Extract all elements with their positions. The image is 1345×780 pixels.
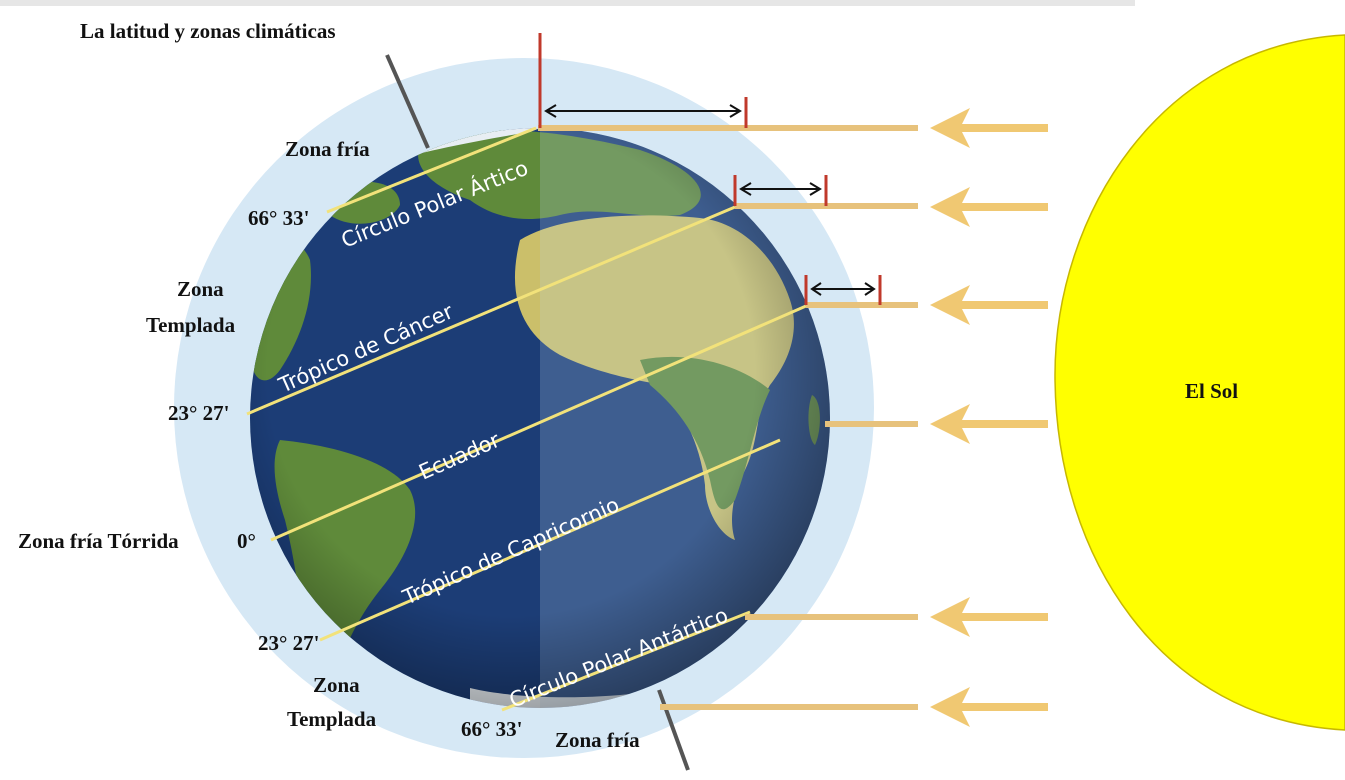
zone-south-temperate-label-1: Zona	[313, 673, 360, 697]
sun-arrow-3	[930, 285, 1048, 325]
zone-north-temperate-label-1: Zona	[177, 277, 224, 301]
tropic-of-cancer-line	[246, 205, 736, 416]
latitude-north-polar-label: 66° 33'	[248, 206, 309, 230]
sun-arrow-2	[930, 187, 1048, 227]
latitude-south-polar-label: 66° 33'	[461, 717, 522, 741]
measure-arrow-3	[810, 282, 876, 296]
sun-ray-5	[745, 614, 918, 620]
measure-arrow-2	[739, 182, 822, 196]
latitude-lines	[246, 126, 807, 712]
bottom-pointer	[657, 689, 690, 771]
sun-label: El Sol	[1185, 379, 1238, 403]
ray-width-markers	[538, 33, 882, 305]
arctic-circle-line	[326, 126, 537, 214]
zone-north-temperate-label-2: Templada	[146, 313, 236, 337]
tropic-of-capricorn-line	[319, 438, 781, 642]
sun-arrows	[930, 108, 1048, 727]
top-strip	[0, 0, 1135, 6]
sun-arrow-4	[930, 404, 1048, 444]
sun-arrow-1	[930, 108, 1048, 148]
sun	[1054, 34, 1345, 731]
antarctic-circle-line	[501, 610, 751, 712]
latitude-south-tropic-label: 23° 27'	[258, 631, 319, 655]
sun-ray-4	[825, 421, 918, 427]
sun-ray-6	[660, 704, 918, 710]
zone-torrid-label: Zona fría Tórrida	[18, 529, 179, 553]
sun-ray-3	[806, 302, 918, 308]
title-pointer	[385, 54, 430, 149]
diagram-title: La latitud y zonas climáticas	[80, 19, 336, 43]
equator-line	[270, 304, 807, 542]
latitude-equator-label: 0°	[237, 529, 256, 553]
zone-south-temperate-label-2: Templada	[287, 707, 377, 731]
earth-globe	[250, 128, 830, 708]
sun-arrow-5	[930, 597, 1048, 637]
zone-south-cold-label: Zona fría	[555, 728, 640, 752]
sun-ray-1	[538, 125, 918, 131]
latitude-north-tropic-label: 23° 27'	[168, 401, 229, 425]
measure-arrow-1	[544, 104, 742, 118]
sun-arrow-6	[930, 687, 1048, 727]
zone-north-cold-label: Zona fría	[285, 137, 370, 161]
